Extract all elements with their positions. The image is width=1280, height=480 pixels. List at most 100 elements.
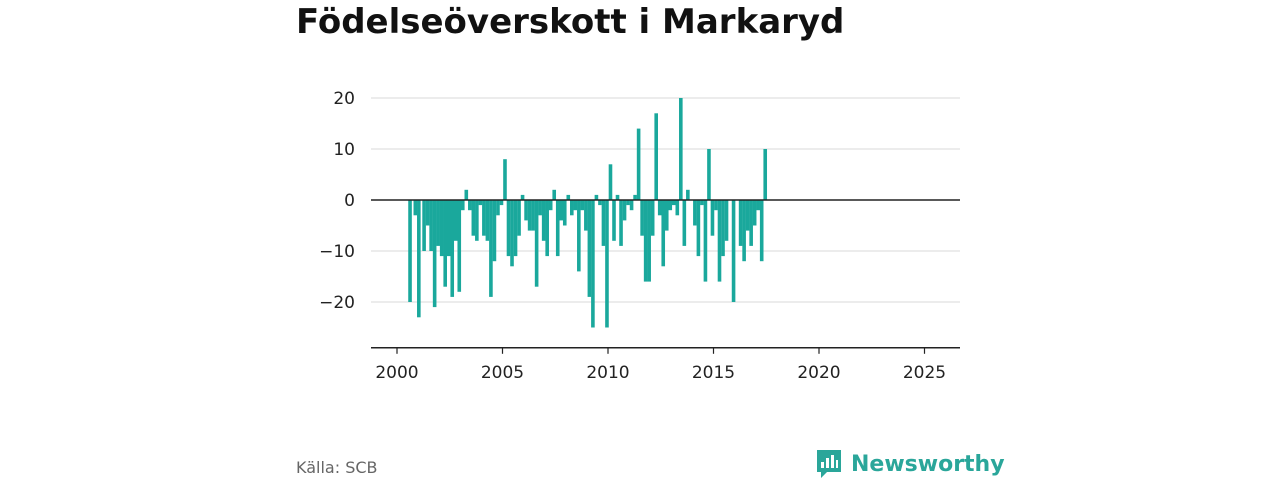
bar — [478, 200, 483, 206]
bar — [468, 200, 472, 211]
bar — [738, 200, 743, 246]
bar — [615, 194, 620, 200]
bar — [598, 200, 602, 206]
bar — [756, 200, 760, 211]
bar — [453, 200, 458, 241]
bar — [668, 200, 673, 211]
bar — [731, 200, 736, 302]
bar — [517, 200, 521, 236]
bar — [552, 189, 557, 200]
bar — [612, 200, 616, 241]
brand-name: Newsworthy — [851, 451, 1005, 477]
bar — [492, 200, 497, 262]
bar — [503, 159, 507, 200]
bar — [562, 200, 567, 226]
bar — [714, 200, 718, 211]
bar — [622, 200, 627, 221]
bar — [531, 200, 535, 231]
bar — [591, 200, 595, 328]
bar — [446, 200, 451, 257]
y-tick-label: −20 — [319, 293, 355, 313]
bar — [696, 200, 701, 257]
x-tick-label: 2000 — [375, 363, 418, 383]
bar — [524, 200, 528, 221]
y-tick-label: 10 — [333, 140, 355, 160]
bar — [629, 200, 634, 211]
bar — [408, 200, 412, 302]
bar — [724, 200, 729, 241]
x-tick-label: 2015 — [692, 363, 735, 383]
bar — [601, 200, 606, 246]
bar — [577, 200, 581, 272]
bar — [633, 194, 637, 200]
bar — [527, 200, 532, 231]
bar — [489, 200, 493, 297]
bar — [541, 200, 546, 241]
newsworthy-logo-icon — [817, 450, 841, 478]
bar — [422, 200, 426, 251]
gridlines — [371, 97, 960, 303]
bar — [485, 200, 490, 241]
bar — [742, 200, 746, 262]
bar — [643, 200, 648, 282]
bar — [432, 200, 437, 308]
bar — [661, 200, 666, 267]
bar — [443, 200, 447, 287]
bar — [671, 200, 676, 206]
bar — [538, 200, 542, 216]
bar — [460, 200, 465, 211]
bar — [650, 200, 655, 236]
y-tick-label: 0 — [344, 191, 355, 211]
bar — [647, 200, 651, 282]
bar — [657, 200, 662, 216]
bar — [717, 200, 722, 282]
bar — [471, 200, 476, 236]
bar — [499, 200, 504, 206]
bar — [745, 200, 750, 231]
bar — [710, 200, 715, 236]
bar — [482, 200, 486, 236]
bar — [496, 200, 500, 216]
bar — [594, 194, 599, 200]
y-tick-labels: 20 10 0 −10 −20 — [319, 89, 355, 313]
bar — [439, 200, 444, 257]
bar — [749, 200, 753, 246]
bar — [555, 200, 560, 257]
bar — [721, 200, 725, 257]
y-tick-label: −10 — [319, 242, 355, 262]
bar — [664, 200, 669, 231]
bar — [513, 200, 518, 257]
bar — [587, 200, 592, 297]
bar — [457, 200, 462, 292]
bar — [548, 200, 553, 211]
bar — [425, 200, 430, 226]
bar — [679, 98, 683, 200]
bar — [605, 200, 609, 328]
bars — [408, 98, 768, 328]
x-tick-labels: 2000 2005 2010 2015 2020 2025 — [375, 347, 946, 383]
bar — [759, 200, 764, 262]
bar — [640, 200, 644, 236]
bar — [506, 200, 511, 257]
bar — [510, 200, 514, 267]
bar — [693, 200, 697, 226]
bar — [763, 149, 768, 200]
bar — [545, 200, 549, 257]
bar — [450, 200, 455, 297]
bar — [682, 200, 687, 246]
bar — [534, 200, 539, 287]
x-tick-label: 2005 — [481, 363, 524, 383]
bar — [636, 128, 641, 200]
bar — [570, 200, 574, 216]
bar — [626, 200, 630, 206]
bar — [559, 200, 564, 221]
source-note: Källa: SCB — [296, 458, 378, 477]
bar — [464, 189, 469, 200]
bar — [475, 200, 479, 241]
bar — [573, 200, 578, 211]
brand-logo[interactable]: Newsworthy — [815, 448, 1005, 480]
bar — [686, 189, 690, 200]
bar — [429, 200, 433, 251]
bar — [436, 200, 440, 246]
